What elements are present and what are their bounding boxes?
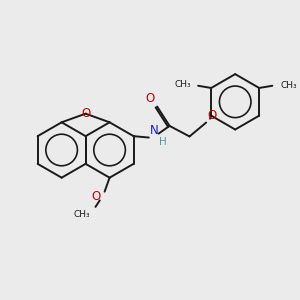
Text: N: N xyxy=(150,124,158,136)
Text: CH₃: CH₃ xyxy=(175,80,191,89)
Text: CH₃: CH₃ xyxy=(74,210,91,219)
Text: H: H xyxy=(160,137,167,147)
Text: O: O xyxy=(145,92,154,105)
Text: O: O xyxy=(207,109,216,122)
Text: O: O xyxy=(92,190,101,203)
Text: O: O xyxy=(81,107,90,120)
Text: CH₃: CH₃ xyxy=(280,81,297,90)
